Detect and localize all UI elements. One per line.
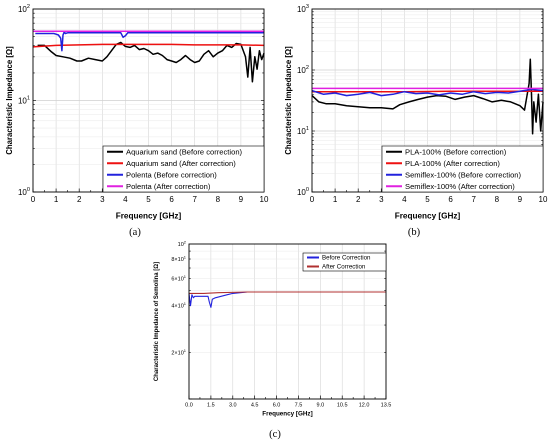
- legend-label-2: After Correction: [322, 264, 366, 271]
- x-axis-label: Frequency [GHz]: [116, 211, 182, 220]
- x-tick-label: 6.0: [273, 403, 281, 409]
- panel-caption: (c): [269, 429, 281, 440]
- series-line-2: [312, 90, 543, 93]
- legend-label-4: Semiflex-100% (After correction): [405, 182, 515, 191]
- series-line-1: [37, 41, 265, 83]
- x-tick-label: 1: [54, 195, 59, 204]
- x-tick-label: 0: [310, 195, 315, 204]
- x-tick-label: 3.0: [229, 403, 237, 409]
- y-axis-label: Characteristic Impedance of Semolina [Ω]: [154, 262, 160, 381]
- legend: Aquarium sand (Before correction) Aquariu…: [102, 145, 265, 193]
- x-tick-label: 13.5: [381, 403, 392, 409]
- x-tick-label: 9: [239, 195, 244, 204]
- legend-box: [102, 145, 265, 193]
- x-axis-label: Frequency [GHz]: [395, 211, 461, 220]
- y-axis-label: Characteristic Impedance [Ω]: [284, 46, 293, 155]
- legend-label-1: Aquarium sand (Before correction): [126, 147, 243, 156]
- legend-label-3: Semiflex-100% (Before correction): [405, 170, 522, 179]
- legend-box: [302, 252, 387, 272]
- x-tick-label: 8: [495, 195, 500, 204]
- y-tick-label: 102: [178, 239, 187, 247]
- x-tick-label: 9.0: [317, 403, 325, 409]
- x-tick-label: 4: [123, 195, 128, 204]
- x-tick-label: 5: [425, 195, 430, 204]
- plot-frame: [188, 243, 387, 400]
- x-tick-label: 9: [518, 195, 523, 204]
- x-tick-label: 7: [471, 195, 476, 204]
- y-tick-label: 103: [297, 4, 309, 14]
- x-tick-label: 4.5: [251, 403, 259, 409]
- x-tick-label: 7.5: [295, 403, 303, 409]
- legend-label-2: PLA-100% (After correction): [405, 159, 500, 168]
- legend-box: [381, 145, 544, 193]
- x-tick-label: 10.5: [337, 403, 348, 409]
- x-tick-label: 5: [146, 195, 151, 204]
- series-line-3: [311, 88, 544, 97]
- series-line-2: [189, 291, 386, 294]
- legend-label-4: Polenta (After correction): [126, 182, 211, 191]
- y-tick-label: 102: [297, 65, 309, 75]
- x-axis-label: Frequency [GHz]: [262, 410, 312, 417]
- chart-panel-a: 0 1 2 3 4 5 6 7 8 9 10 100 101 102 Frequency [GHz] Char…: [5, 4, 269, 238]
- legend: PLA-100% (Before correction) PLA-100% (Af…: [381, 145, 544, 193]
- legend-label-1: Before Correction: [322, 255, 371, 262]
- x-tick-label: 3: [100, 195, 105, 204]
- x-tick-label: 12.0: [359, 403, 370, 409]
- y-tick-label: 100: [18, 187, 30, 197]
- x-tick-label: 8: [216, 195, 221, 204]
- x-tick-label: 4: [402, 195, 407, 204]
- x-tick-label: 10: [260, 195, 269, 204]
- legend-label-2: Aquarium sand (After correction): [126, 159, 236, 168]
- panel-caption: (a): [129, 227, 141, 238]
- y-tick-label: 101: [297, 126, 309, 136]
- series-line-3: [35, 31, 264, 52]
- x-tick-label: 1.5: [207, 403, 215, 409]
- y-tick-label: 6×101: [171, 274, 186, 282]
- series-line-1: [188, 291, 386, 308]
- x-tick-label: 0.0: [185, 403, 193, 409]
- x-tick-label: 1: [333, 195, 338, 204]
- x-tick-label: 0: [31, 195, 36, 204]
- series-line-1: [311, 58, 544, 135]
- y-tick-label: 4×101: [171, 301, 186, 309]
- legend-label-1: PLA-100% (Before correction): [405, 147, 507, 156]
- panel-caption: (b): [408, 227, 421, 238]
- y-tick-label: 102: [18, 4, 30, 14]
- chart-panel-c: 0.0 1.5 3.0 4.5 6.0 7.5 9.0 10.5 12.0 13.5 2×101 4×…: [154, 239, 391, 440]
- x-tick-label: 3: [379, 195, 384, 204]
- y-tick-label: 2×101: [171, 348, 186, 356]
- y-axis-label: Characteristic Impedance [Ω]: [5, 46, 14, 155]
- y-tick-label: 101: [18, 96, 30, 106]
- series-line-2: [32, 43, 265, 48]
- x-tick-label: 2: [77, 195, 82, 204]
- legend: Before Correction After Correction: [302, 252, 387, 272]
- chart-panel-b: 0 1 2 3 4 5 6 7 8 9 10 100 101 102 103 Frequency [GHz] C…: [284, 4, 548, 238]
- x-tick-label: 6: [169, 195, 174, 204]
- x-tick-label: 6: [448, 195, 453, 204]
- x-tick-label: 2: [356, 195, 361, 204]
- legend-label-3: Polenta (Before correction): [126, 170, 217, 179]
- y-tick-label: 8×101: [171, 254, 186, 262]
- x-tick-label: 10: [539, 195, 548, 204]
- x-tick-label: 7: [192, 195, 197, 204]
- y-tick-label: 100: [297, 187, 309, 197]
